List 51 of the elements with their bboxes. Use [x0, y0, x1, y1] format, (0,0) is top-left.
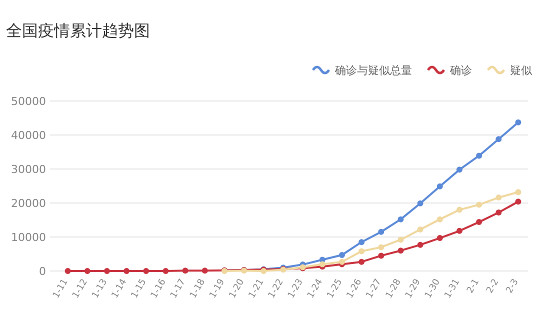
y-tick-label: 10000 [11, 231, 46, 244]
point [319, 261, 326, 268]
point [143, 268, 150, 274]
point [378, 244, 384, 250]
point [358, 258, 365, 265]
y-tick-label: 40000 [11, 129, 46, 142]
point [436, 235, 443, 242]
chart-title: 全国疫情累计趋势图 [6, 21, 150, 40]
point [64, 268, 71, 274]
point [476, 152, 482, 159]
point [378, 252, 384, 259]
y-tick-label: 30000 [11, 163, 46, 176]
point [456, 228, 462, 234]
point [496, 210, 502, 216]
point [515, 119, 522, 126]
point [338, 252, 345, 258]
point [436, 183, 443, 190]
point [358, 239, 365, 246]
point [417, 200, 424, 206]
point [515, 198, 522, 205]
point [338, 258, 345, 265]
legend-label: 确诊与疑似总量 [334, 64, 412, 77]
point [84, 268, 90, 274]
point [417, 242, 424, 248]
y-tick-label: 20000 [11, 197, 46, 210]
point [476, 219, 482, 226]
y-tick-label: 0 [39, 265, 46, 278]
point [456, 206, 462, 213]
point [398, 236, 404, 243]
point [182, 268, 188, 274]
point [398, 248, 404, 254]
x-tick-label: 2-3 [504, 278, 521, 296]
point [515, 189, 522, 196]
point [496, 136, 502, 142]
y-tick-label: 50000 [11, 95, 46, 108]
point [378, 228, 384, 235]
point [436, 216, 443, 222]
point [476, 202, 482, 208]
point [202, 268, 208, 274]
point [398, 216, 404, 222]
point [162, 268, 169, 274]
point [417, 226, 424, 233]
legend-label: 确诊 [449, 64, 472, 77]
point [124, 268, 130, 274]
point [358, 248, 365, 254]
point [104, 268, 110, 274]
x-tick-label: 2-2 [485, 278, 502, 296]
legend-label: 疑似 [510, 64, 532, 77]
x-tick-label: 2-1 [466, 278, 482, 296]
point [456, 166, 462, 173]
point [496, 194, 502, 201]
